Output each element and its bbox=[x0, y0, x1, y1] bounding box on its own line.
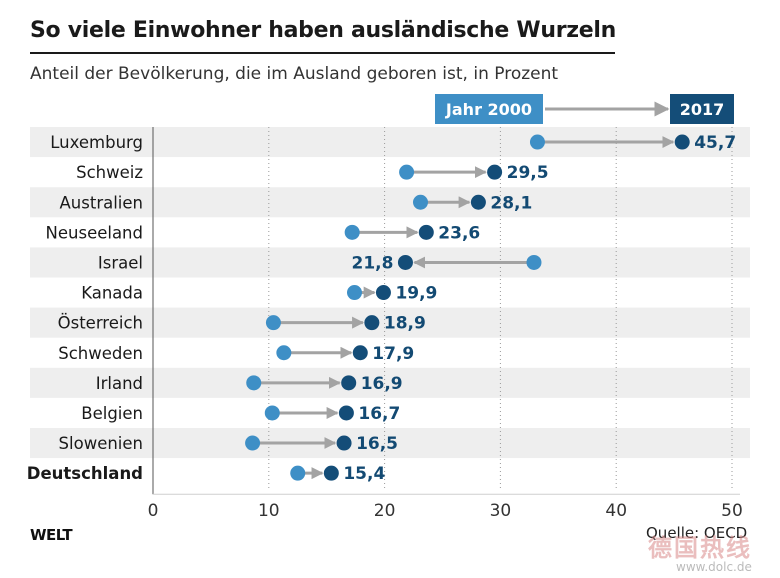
value-label: 29,5 bbox=[507, 163, 549, 183]
x-tick-label: 40 bbox=[605, 501, 627, 521]
watermark-url: www.dolc.de bbox=[676, 560, 752, 574]
dot-2017 bbox=[364, 315, 380, 331]
row-band bbox=[30, 247, 750, 278]
x-tick-label: 30 bbox=[490, 501, 512, 521]
dot-2000 bbox=[290, 465, 306, 481]
dot-2000 bbox=[344, 224, 360, 240]
category-label: Australien bbox=[60, 193, 143, 212]
dot-2000 bbox=[264, 405, 280, 421]
category-label: Schweden bbox=[58, 344, 143, 363]
dot-2000 bbox=[526, 254, 542, 270]
title-rule bbox=[30, 52, 615, 54]
row-band bbox=[30, 367, 750, 398]
dot-2000 bbox=[346, 285, 362, 301]
watermark: 德国热线 bbox=[648, 534, 752, 562]
dot-2017 bbox=[341, 375, 357, 391]
value-label: 18,9 bbox=[384, 314, 426, 334]
x-tick-label: 10 bbox=[258, 501, 280, 521]
dot-2000 bbox=[246, 375, 262, 391]
x-tick-label: 0 bbox=[148, 501, 159, 521]
chart-subtitle: Anteil der Bevölkerung, die im Ausland g… bbox=[30, 64, 559, 84]
dot-2017 bbox=[375, 285, 391, 301]
legend-start-year: Jahr 2000 bbox=[435, 94, 543, 124]
dot-2017 bbox=[674, 134, 690, 150]
dot-2000 bbox=[276, 345, 292, 361]
value-label: 19,9 bbox=[395, 284, 437, 304]
value-label: 23,6 bbox=[438, 223, 480, 243]
dot-2000 bbox=[245, 435, 261, 451]
dot-2017 bbox=[323, 465, 339, 481]
category-label: Deutschland bbox=[27, 464, 143, 483]
dot-2017 bbox=[338, 405, 354, 421]
dot-2017 bbox=[352, 345, 368, 361]
brand-logo: WELT bbox=[30, 526, 73, 544]
category-label: Israel bbox=[98, 253, 143, 272]
value-label: 28,1 bbox=[490, 193, 532, 213]
row-band bbox=[30, 307, 750, 338]
dot-2000 bbox=[265, 315, 281, 331]
category-label: Belgien bbox=[81, 404, 143, 423]
dot-2017 bbox=[470, 194, 486, 210]
dot-2000 bbox=[399, 164, 415, 180]
category-label: Österreich bbox=[58, 314, 143, 333]
dot-2000 bbox=[412, 194, 428, 210]
row-band bbox=[30, 187, 750, 218]
value-label: 45,7 bbox=[694, 133, 736, 153]
chart-title: So viele Einwohner haben ausländische Wu… bbox=[30, 18, 616, 43]
dot-2017 bbox=[397, 254, 413, 270]
legend-end-year: 2017 bbox=[670, 94, 734, 124]
category-label: Slowenien bbox=[59, 434, 143, 453]
source-note: Quelle: OECD bbox=[646, 524, 748, 542]
category-label: Neuseeland bbox=[46, 223, 143, 242]
x-tick-label: 50 bbox=[721, 501, 743, 521]
value-label: 17,9 bbox=[372, 344, 414, 364]
value-label: 21,8 bbox=[351, 253, 393, 273]
value-label: 15,4 bbox=[343, 464, 385, 484]
row-band bbox=[30, 428, 750, 459]
category-label: Irland bbox=[96, 374, 143, 393]
value-label: 16,7 bbox=[358, 404, 400, 424]
value-label: 16,5 bbox=[356, 434, 398, 454]
dot-2017 bbox=[487, 164, 503, 180]
category-label: Schweiz bbox=[76, 163, 143, 182]
dot-2000 bbox=[529, 134, 545, 150]
category-label: Luxemburg bbox=[50, 133, 143, 152]
value-label: 16,9 bbox=[361, 374, 403, 394]
dot-2017 bbox=[336, 435, 352, 451]
category-label: Kanada bbox=[81, 284, 143, 303]
dot-2017 bbox=[418, 224, 434, 240]
x-tick-label: 20 bbox=[374, 501, 396, 521]
